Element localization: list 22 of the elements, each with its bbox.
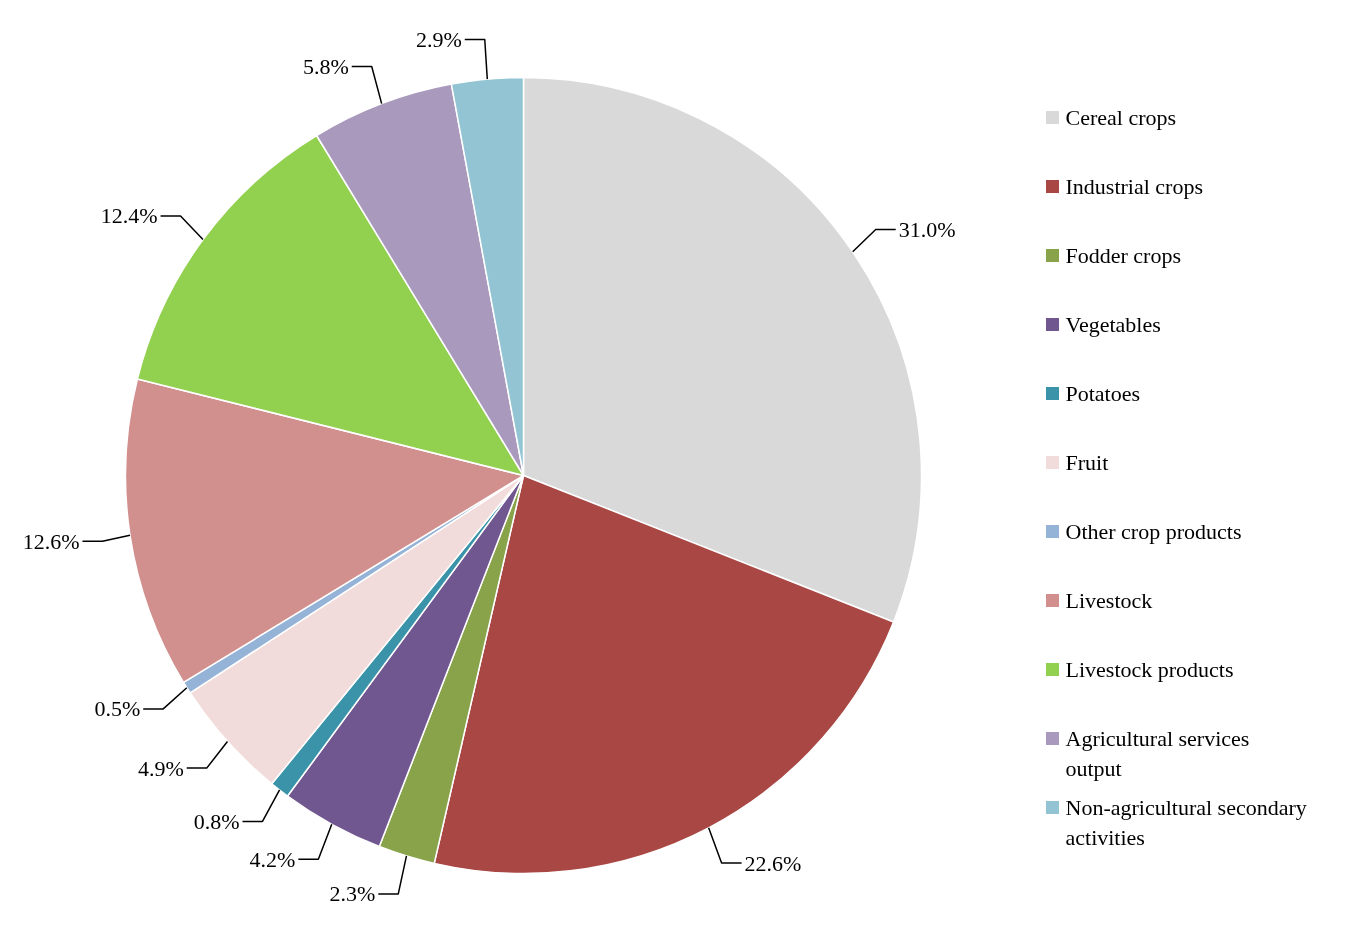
legend-label: Livestock bbox=[1065, 588, 1153, 613]
data-label: 4.9% bbox=[137, 755, 184, 781]
legend-label: Vegetables bbox=[1065, 312, 1161, 337]
data-label: 0.8% bbox=[193, 808, 240, 834]
legend-label: Livestock products bbox=[1065, 657, 1234, 682]
legend-label: Other crop products bbox=[1065, 519, 1242, 544]
legend-label: Industrial crops bbox=[1065, 174, 1203, 199]
legend-label: Fruit bbox=[1065, 450, 1109, 475]
legend-label: Agricultural services output bbox=[1065, 725, 1250, 781]
data-label: 31.0% bbox=[898, 216, 956, 242]
data-label: 12.6% bbox=[22, 528, 80, 554]
legend-label: Non-agricultural secondary activities bbox=[1065, 794, 1307, 850]
data-label: 0.5% bbox=[94, 696, 141, 722]
data-label: 2.9% bbox=[415, 26, 462, 52]
data-label: 22.6% bbox=[744, 850, 802, 876]
legend-label: Cereal crops bbox=[1065, 105, 1177, 130]
data-label: 12.4% bbox=[100, 203, 158, 229]
legend-label: Potatoes bbox=[1065, 381, 1141, 406]
data-label: 2.3% bbox=[329, 881, 376, 907]
legend-label: Fodder crops bbox=[1065, 243, 1181, 268]
data-label: 4.2% bbox=[249, 846, 296, 872]
data-label: 5.8% bbox=[302, 53, 349, 79]
